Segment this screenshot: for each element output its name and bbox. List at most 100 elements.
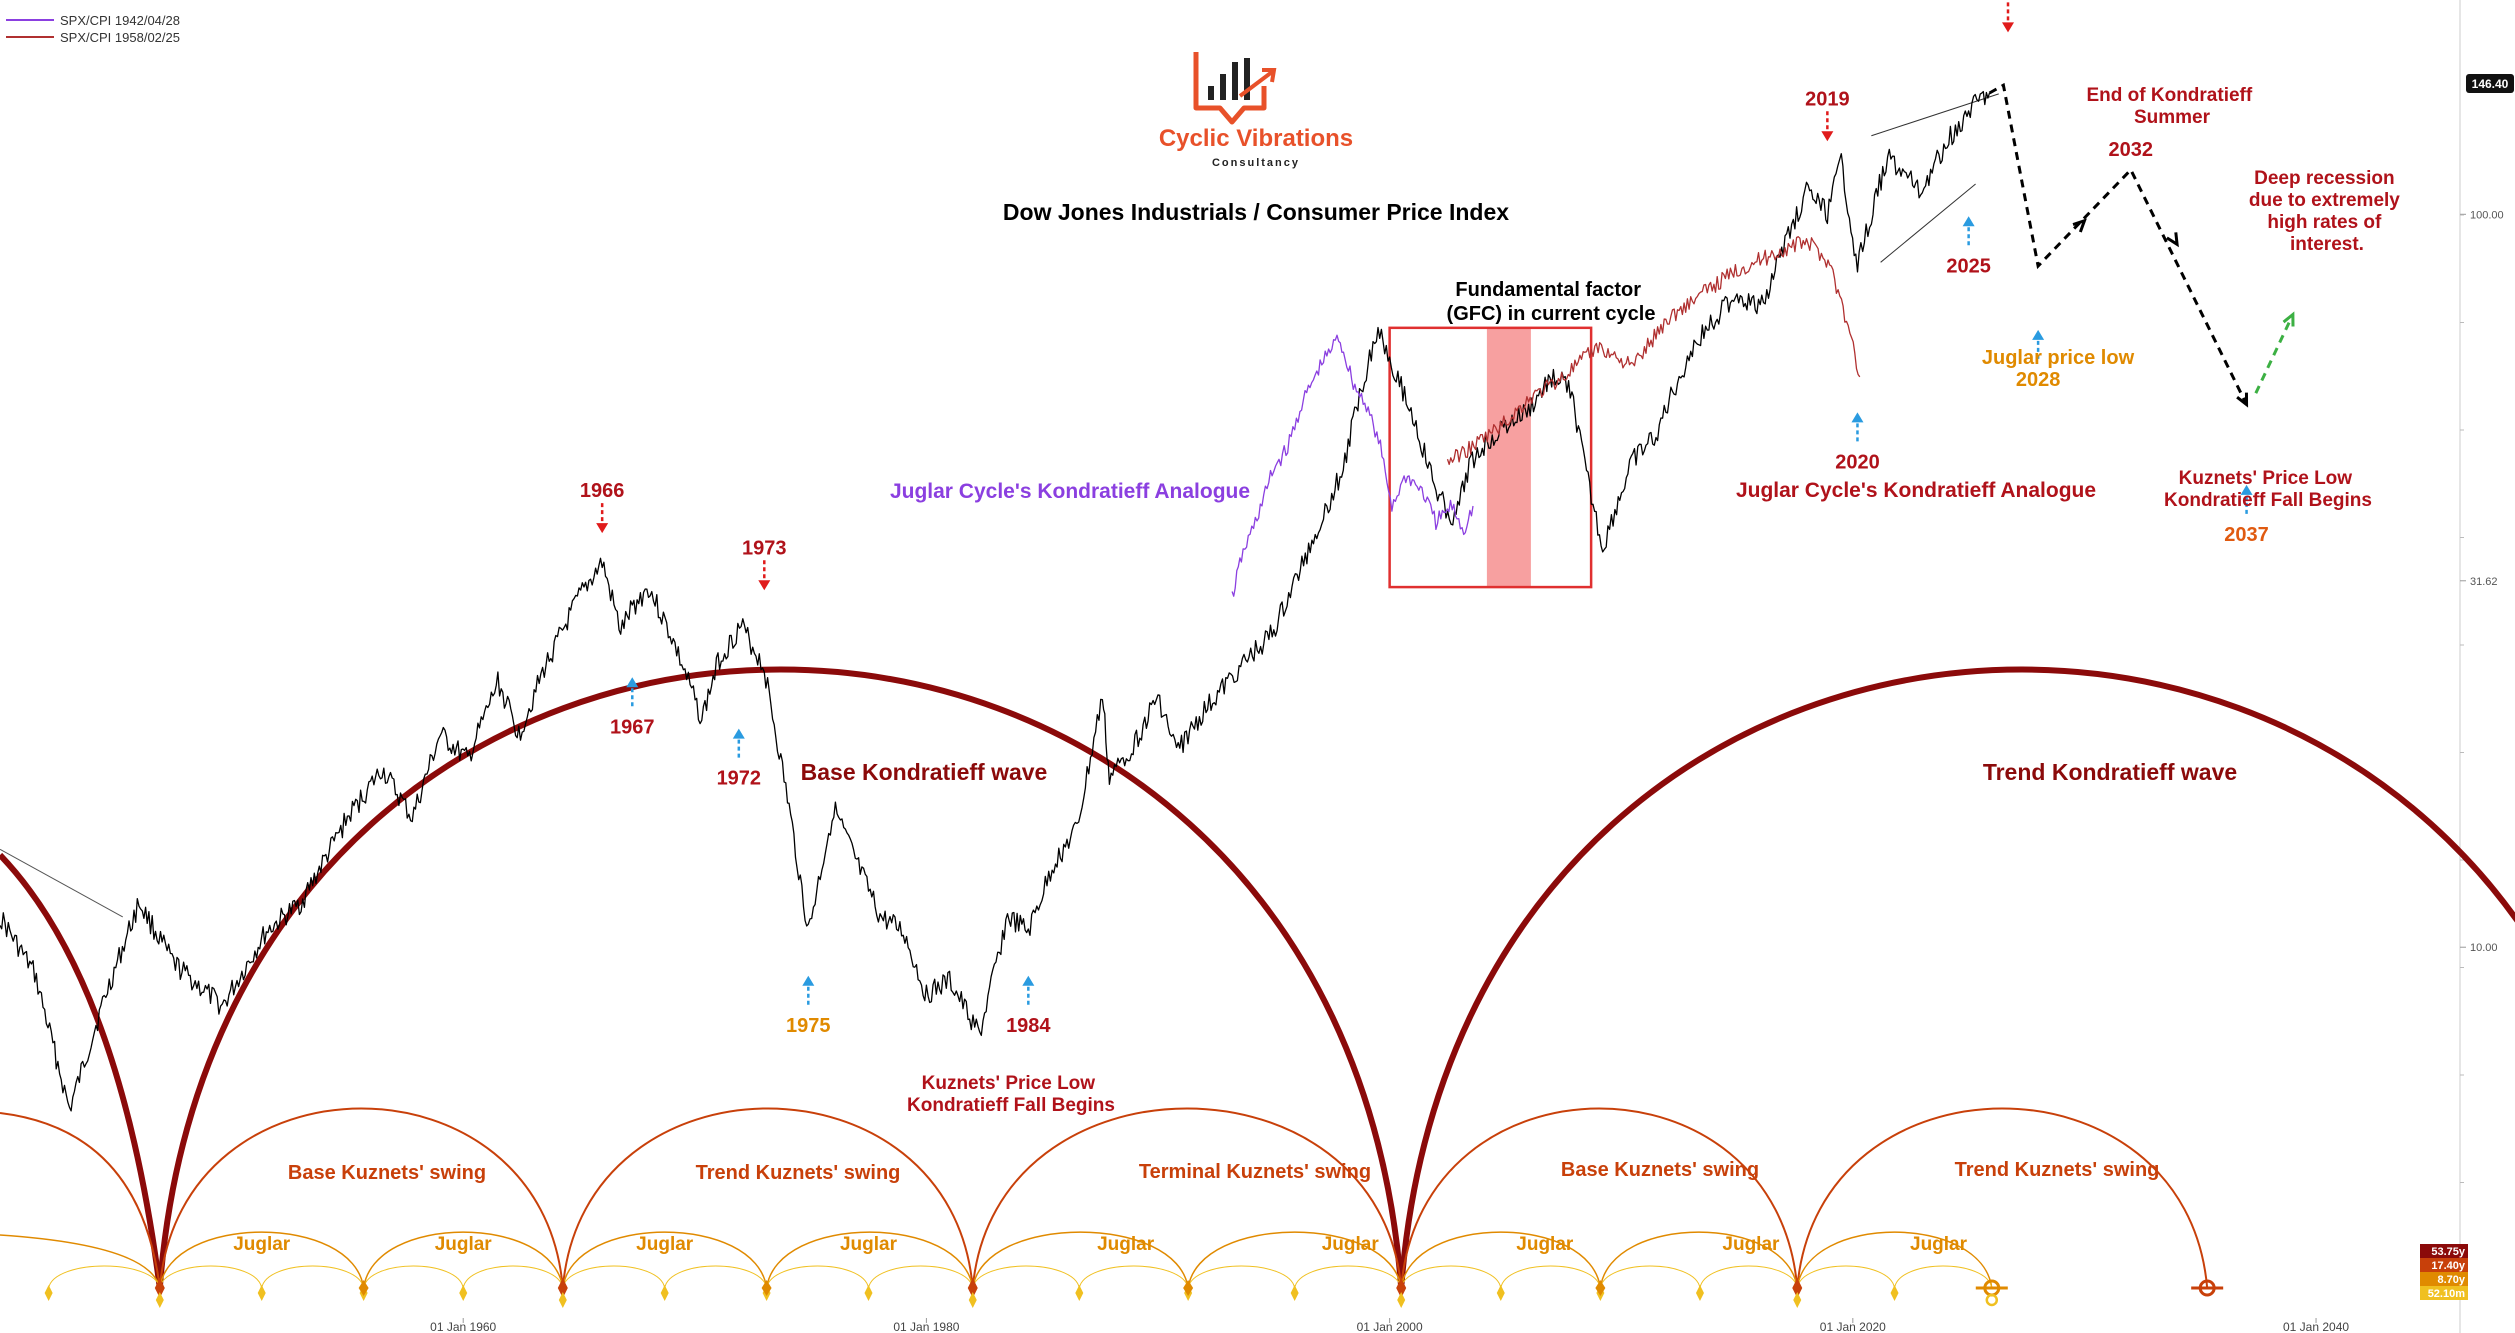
harmonic-marker [1890,1285,1899,1301]
legend: SPX/CPI 1942/04/28 SPX/CPI 1958/02/25 [6,13,180,45]
juglar-label: Juglar [1097,1234,1155,1255]
trough-marker-small [968,1292,977,1308]
y-tick-label: 31.62 [2470,576,2498,588]
trough-marker-small [558,1292,567,1308]
recession-note: Deep recession due to extremely high rat… [2249,168,2405,255]
up-arrowhead-icon [2032,329,2045,340]
cycle-length-swatch [2420,1286,2468,1300]
harmonic-marker [1695,1285,1704,1301]
logo: Cyclic Vibrations Consultancy [1159,52,1353,169]
kuznets-arc [561,1107,974,1289]
x-axis: 01 Jan 1960 01 Jan 1980 01 Jan 2000 01 Jan … [430,1318,2349,1333]
annotation-label: 1984 [1006,1015,1051,1037]
series-line-projection-recovery [2254,313,2295,394]
up-arrowhead-icon [1962,216,1975,227]
x-tick-label: 01 Jan 2040 [2283,1320,2349,1333]
trough-marker-small [1793,1292,1802,1308]
kuznets-label-1: Base Kuznets' swing [288,1162,486,1184]
juglar-trough-marker [1183,1280,1194,1296]
harmonic-marker [864,1285,873,1301]
down-arrowhead-icon [596,523,609,534]
short-cycle-arc [1894,1265,1993,1289]
series-line-main [0,90,1991,1112]
juglar-label: Juglar [840,1234,898,1255]
up-arrowhead-icon [1022,975,1035,986]
short-cycle-arc [363,1265,464,1289]
x-tick-label: 01 Jan 2020 [1820,1320,1886,1333]
kuznets-label-2: Trend Kuznets' swing [696,1162,901,1184]
trough-marker-small [155,1292,164,1308]
gfc-box [1388,326,1593,589]
early-channel-line [0,848,123,918]
kondratieff-arc-partial [0,852,163,1289]
kuznets-arc [158,1107,564,1289]
cycle-length-swatch [2420,1272,2468,1286]
juglar-label: Juglar [435,1234,493,1255]
analogue-note-red: Juglar Cycle's Kondratieff Analogue [1736,479,2096,502]
legend-label-1942: SPX/CPI 1942/04/28 [60,13,180,28]
cycle-length-swatch [2420,1244,2468,1258]
juglar-arc [362,1231,564,1289]
series-line-analogue-1958 [1446,236,1861,466]
short-cycle-arc [1294,1265,1402,1289]
y-tick-label: 10.00 [2470,942,2498,954]
harmonic-marker [660,1285,669,1301]
juglar-label: Juglar [1516,1234,1574,1255]
series-line-analogue-1942 [1231,334,1474,597]
annotation-label: 1966 [580,480,625,502]
annotation-2025: 2025 [1946,216,1991,277]
cycle-length-label: 17.40y [2431,1260,2466,1272]
annotation-label: 2025 [1946,255,1991,277]
down-arrowhead-icon [2002,22,2015,33]
series-arrowhead-projection [2236,392,2249,408]
annotation-1966: 1966 [580,480,625,534]
kuznets-label-3: Terminal Kuznets' swing [1139,1161,1371,1183]
kuznets-arc [1400,1107,1799,1289]
annotation-2019: 2019 [1805,88,1850,142]
short-cycle-arc [664,1265,768,1289]
short-cycle-arc [1500,1265,1601,1289]
annotation-layer: 1966 1967 1973 1972 1975 1984 2019 2020 2025 2026… [580,0,2269,1037]
harmonic-marker [257,1285,266,1301]
kondratieff-summer-note: End of Kondratieff Summer [2087,85,2258,128]
last-price-value: 146.40 [2472,77,2509,91]
short-cycle-arc [972,1265,1080,1289]
kondratieff-arc [156,666,1405,1289]
gfc-note: Fundamental factor (GFC) in current cycl… [1447,279,1656,325]
notes-layer: Fundamental factor (GFC) in current cycl… [890,85,2405,1116]
juglar-arc [971,1231,1189,1289]
annotation-1984: 1984 [1006,975,1051,1037]
juglar-label: Juglar [1722,1234,1780,1255]
future-trough-symbol-small [1985,1293,1999,1307]
up-arrowhead-icon [1851,412,1864,423]
kuznets-arc [971,1107,1403,1289]
juglar-label: Juglar [636,1234,694,1255]
annotation-2026: 2026 [1986,0,2030,33]
short-cycle-arc [1599,1265,1701,1289]
annotation-1972: 1972 [717,728,761,790]
annotation-1973: 1973 [742,537,787,591]
short-cycle-arc [159,1265,263,1289]
x-tick-label: 01 Jan 2000 [1357,1320,1423,1333]
annotation-2028: 2028 [2016,329,2060,391]
last-price-badge [2466,74,2514,93]
up-arrowhead-icon [626,677,639,688]
short-cycle-arc [261,1265,365,1289]
juglar-arc [765,1231,974,1289]
down-arrowhead-icon [1821,131,1834,142]
juglar-low-note: Juglar price low [1982,347,2135,369]
projection-arrowhead [2166,232,2179,248]
cycle-length-label: 8.70y [2437,1274,2465,1286]
trough-marker [1396,1278,1407,1298]
up-arrowhead-icon [2240,484,2253,495]
harmonic-marker [1496,1285,1505,1301]
cycle-labels: Base Kondratieff wave Trend Kondratieff … [288,759,2237,1184]
cycle-length-stack: 53.75y 17.40y 8.70y 52.10m [2420,1244,2468,1300]
cycle-length-swatch [2420,1258,2468,1272]
short-cycle-arc [462,1265,564,1289]
cycle-length-label: 52.10m [2428,1288,2466,1300]
juglar-arc [1599,1231,1798,1289]
annotation-label: 1975 [786,1015,831,1037]
